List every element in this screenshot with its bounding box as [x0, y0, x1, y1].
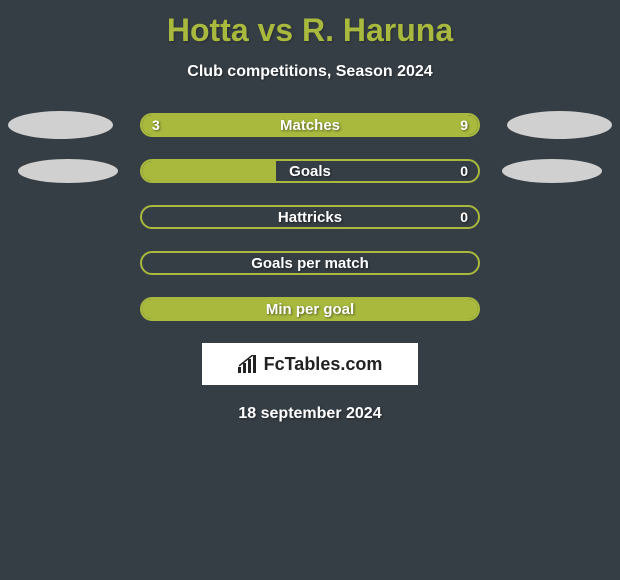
logo-box: FcTables.com: [202, 343, 418, 385]
bar-fill-right: [216, 115, 478, 135]
bars-container: 3 Matches 9 Goals 0 Hattricks 0 Goals per match…: [0, 113, 620, 321]
player-oval-right: [507, 111, 612, 139]
bar-track: Min per goal: [140, 297, 480, 321]
bar-value-right: 0: [460, 209, 468, 225]
bar-fill-left: [142, 161, 276, 181]
bar-row: Goals per match: [0, 251, 620, 275]
bar-row: Goals 0: [0, 159, 620, 183]
page-title: Hotta vs R. Haruna: [0, 0, 620, 49]
bar-row: 3 Matches 9: [0, 113, 620, 137]
bar-label: Hattricks: [278, 209, 342, 226]
bar-value-left: 3: [152, 117, 160, 133]
player-oval-right: [502, 159, 602, 183]
chart-icon: [238, 355, 260, 373]
bar-value-right: 9: [460, 117, 468, 133]
player-oval-left: [8, 111, 113, 139]
date-text: 18 september 2024: [0, 405, 620, 423]
bar-track: Goals 0: [140, 159, 480, 183]
bar-label: Min per goal: [266, 301, 354, 318]
logo-text: FcTables.com: [264, 354, 383, 375]
bar-track: Goals per match: [140, 251, 480, 275]
bar-label: Goals per match: [251, 255, 369, 272]
subtitle: Club competitions, Season 2024: [0, 63, 620, 81]
bar-row: Min per goal: [0, 297, 620, 321]
bar-label: Goals: [289, 163, 331, 180]
bar-value-right: 0: [460, 163, 468, 179]
logo: FcTables.com: [238, 354, 383, 375]
bar-row: Hattricks 0: [0, 205, 620, 229]
player-oval-left: [18, 159, 118, 183]
bar-track: 3 Matches 9: [140, 113, 480, 137]
bar-track: Hattricks 0: [140, 205, 480, 229]
bar-label: Matches: [280, 117, 340, 134]
